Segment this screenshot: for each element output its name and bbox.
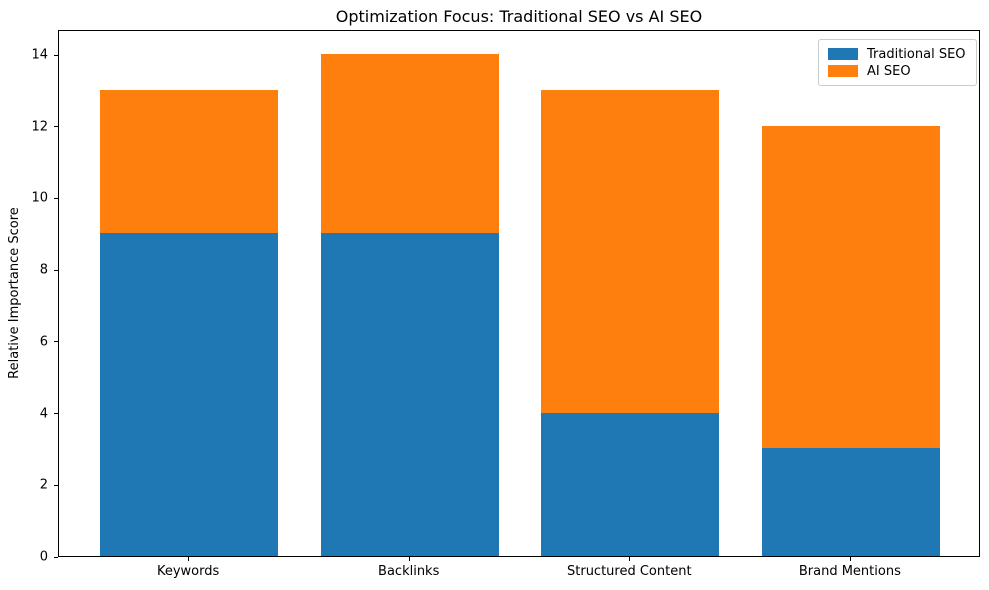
- y-tick-mark-14: [54, 54, 58, 56]
- legend-item-traditional-seo: Traditional SEO: [828, 46, 967, 62]
- y-axis-label: Relative Importance Score: [7, 207, 22, 379]
- legend: Traditional SEO AI SEO: [818, 39, 977, 86]
- y-tick-label-12: 12: [31, 119, 48, 135]
- x-tick-mark-brand-mentions: [849, 557, 851, 561]
- y-tick-mark-4: [54, 413, 58, 415]
- legend-item-ai-seo: AI SEO: [828, 63, 967, 79]
- bar-segment-ai-seo-brand-mentions: [761, 125, 940, 449]
- x-tick-mark-structured-content: [629, 557, 631, 561]
- y-tick-mark-12: [54, 126, 58, 128]
- y-tick-mark-2: [54, 484, 58, 486]
- plot-area: [58, 30, 980, 557]
- legend-swatch-ai-seo: [828, 65, 858, 77]
- y-tick-label-4: 4: [39, 406, 48, 422]
- y-tick-label-0: 0: [39, 549, 48, 565]
- y-tick-mark-8: [54, 269, 58, 271]
- bar-segment-ai-seo-structured-content: [541, 89, 720, 413]
- bar-segment-ai-seo-keywords: [100, 89, 279, 234]
- y-tick-label-8: 8: [39, 262, 48, 278]
- x-tick-label-structured-content: Structured Content: [567, 564, 692, 579]
- x-tick-label-keywords: Keywords: [156, 564, 220, 579]
- bar-segment-traditional-seo-keywords: [100, 233, 279, 556]
- y-tick-label-14: 14: [31, 47, 48, 63]
- bar-segment-traditional-seo-brand-mentions: [761, 448, 940, 556]
- x-tick-mark-backlinks: [408, 557, 410, 561]
- chart-title: Optimization Focus: Traditional SEO vs A…: [335, 7, 703, 26]
- y-tick-mark-6: [54, 341, 58, 343]
- bar-segment-traditional-seo-backlinks: [320, 233, 499, 556]
- bar-segment-traditional-seo-structured-content: [541, 412, 720, 556]
- y-tick-label-6: 6: [39, 334, 48, 350]
- y-tick-mark-10: [54, 197, 58, 199]
- x-tick-label-brand-mentions: Brand Mentions: [798, 564, 901, 579]
- legend-label-ai-seo: AI SEO: [867, 63, 911, 79]
- y-tick-label-2: 2: [39, 477, 48, 493]
- x-tick-mark-keywords: [188, 557, 190, 561]
- legend-label-traditional-seo: Traditional SEO: [867, 46, 966, 62]
- y-tick-mark-0: [54, 556, 58, 558]
- bar-segment-ai-seo-backlinks: [320, 54, 499, 234]
- legend-swatch-traditional-seo: [828, 48, 858, 60]
- y-tick-label-10: 10: [31, 190, 48, 206]
- x-tick-label-backlinks: Backlinks: [378, 564, 440, 579]
